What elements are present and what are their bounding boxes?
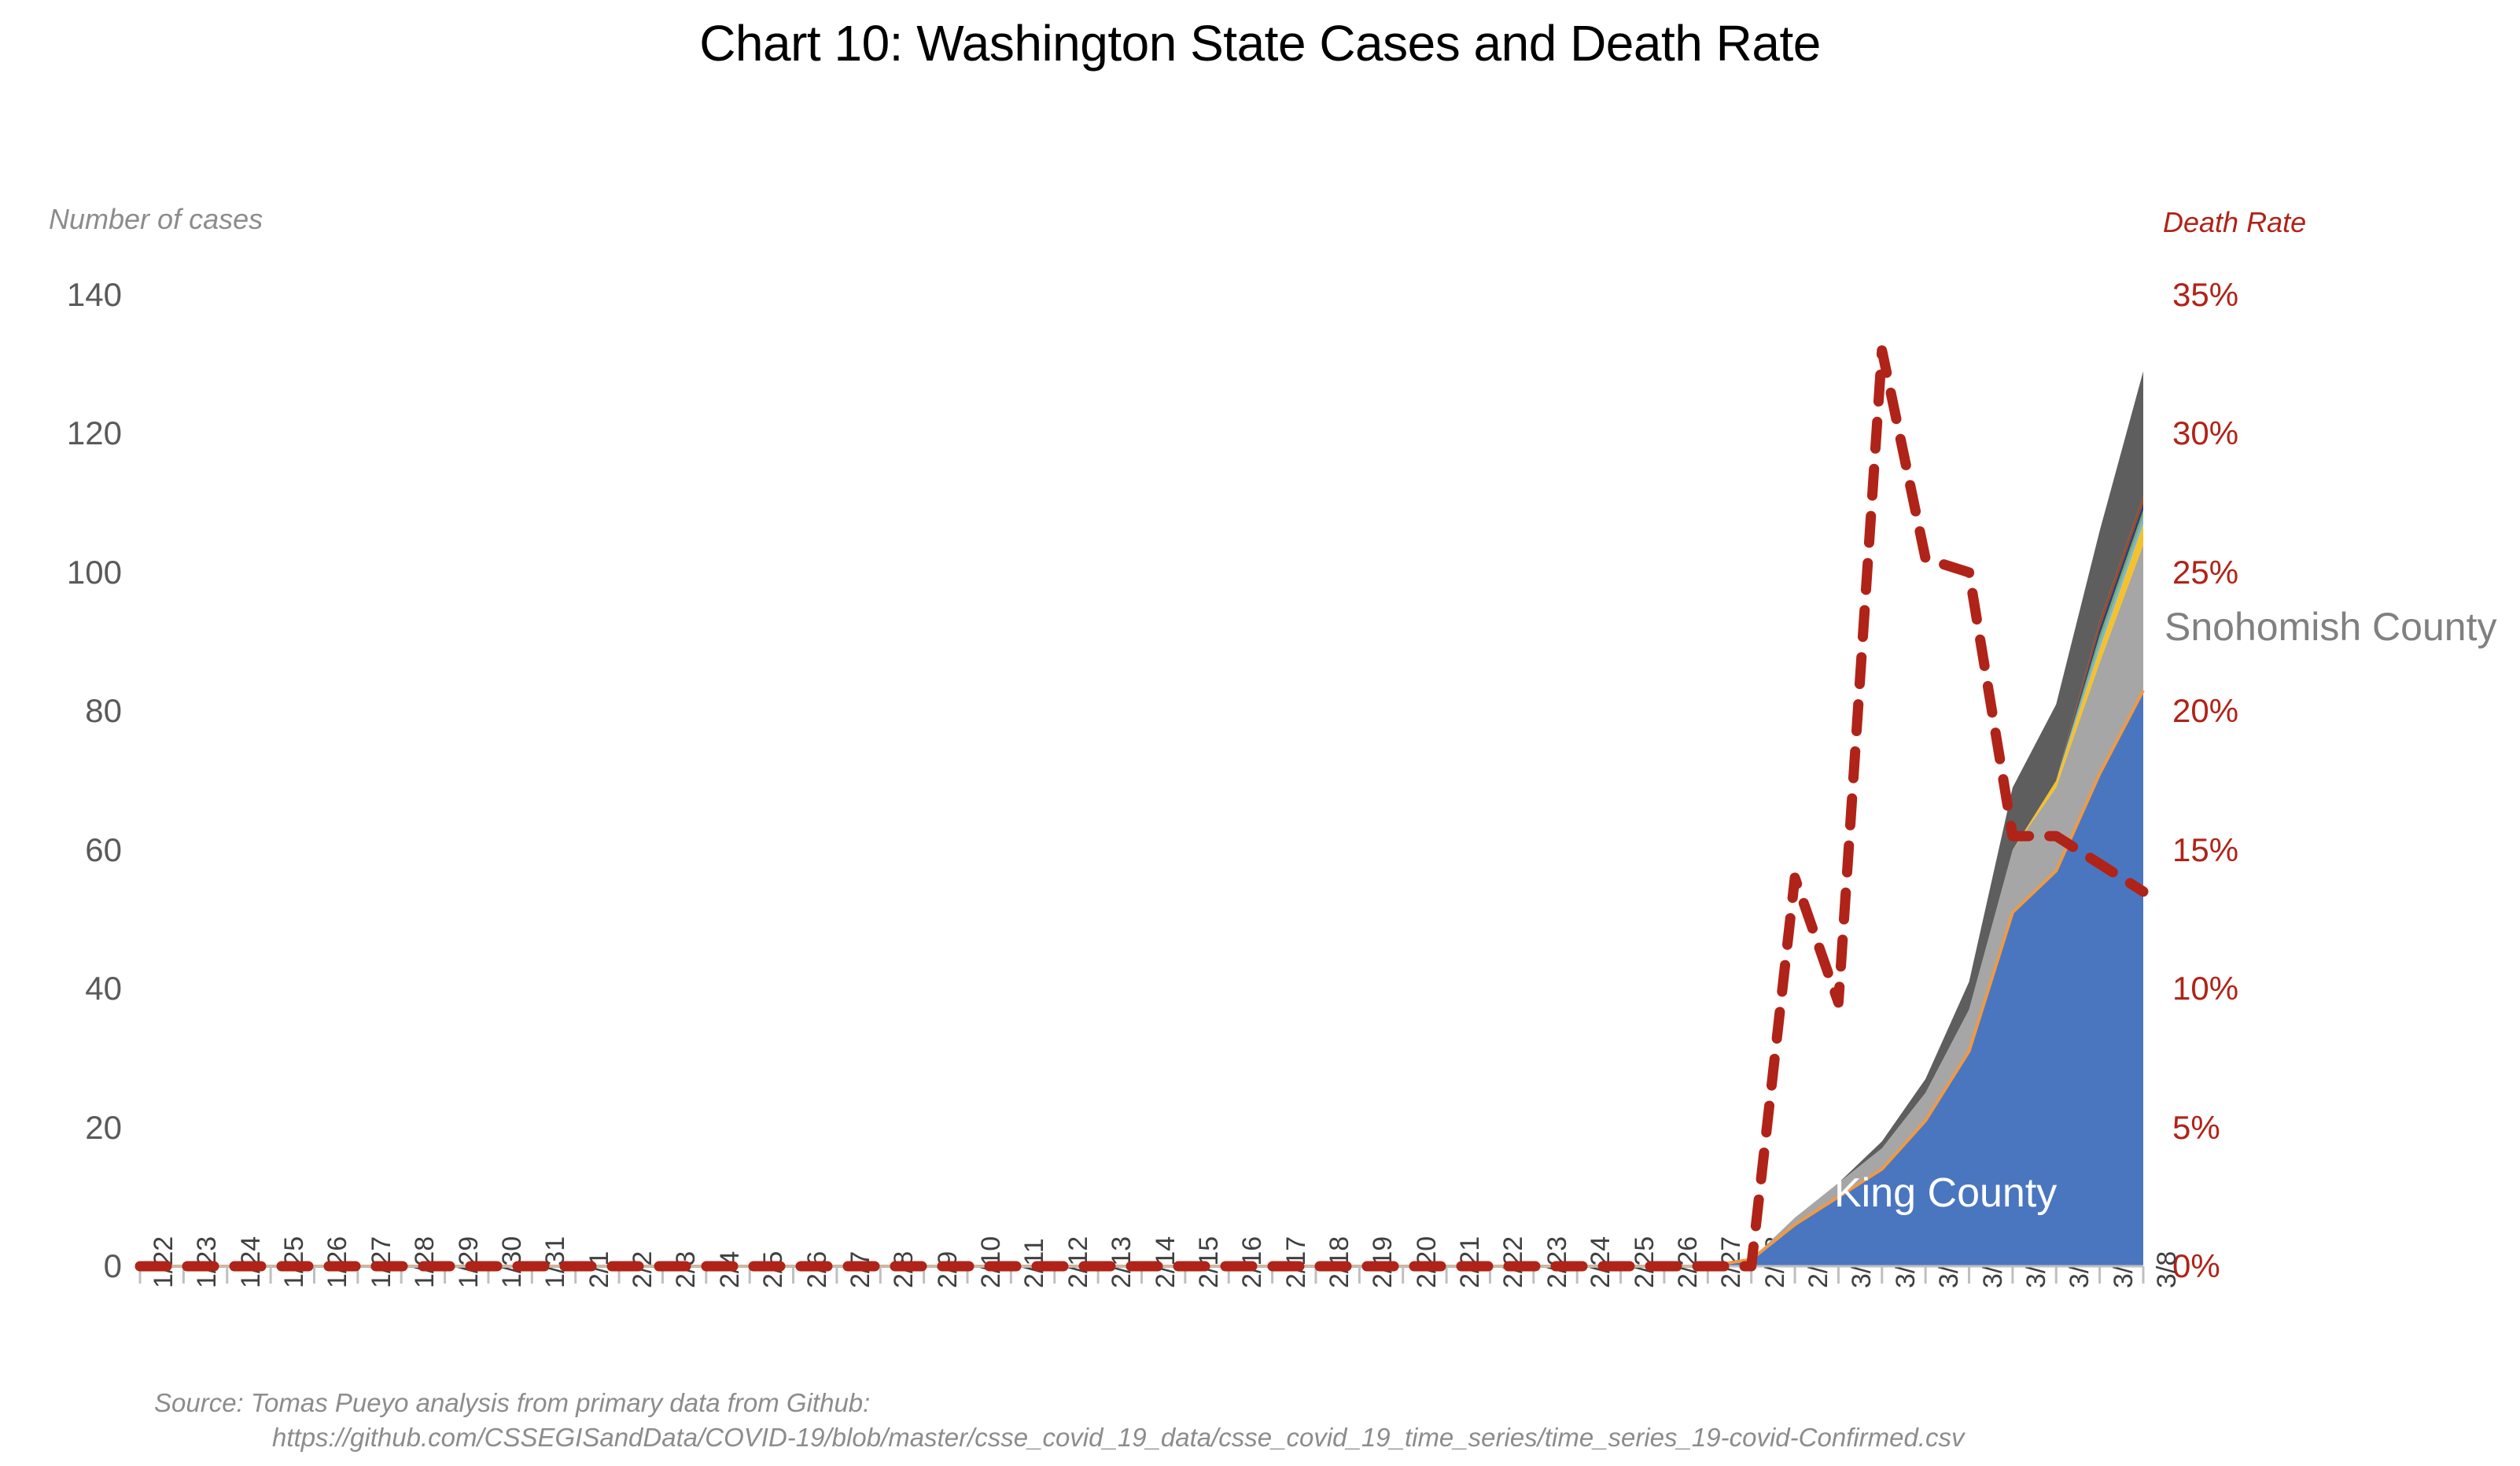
- source-line-2: https://github.com/CSSEGISandData/COVID-…: [272, 1422, 1965, 1452]
- left-axis-tick: 0: [103, 1247, 122, 1284]
- right-axis-tick: 15%: [2172, 831, 2239, 868]
- left-axis-tick-labels: 0 20 40 60 80 100 120 140: [0, 0, 122, 1466]
- series-label-king-county: King County: [1834, 1170, 2058, 1216]
- left-axis-tick: 100: [66, 553, 122, 591]
- area-dark-blue-band: [140, 503, 2143, 1266]
- left-axis-tick: 40: [85, 970, 122, 1007]
- right-axis-tick: 10%: [2172, 970, 2239, 1007]
- right-axis-tick-labels: 0% 5% 10% 15% 20% 25% 30% 35%: [2172, 0, 2306, 1466]
- source-note: Source: Tomas Pueyo analysis from primar…: [154, 1386, 1965, 1454]
- left-axis-title: Number of cases: [49, 203, 263, 235]
- right-axis-title: Death Rate: [2163, 206, 2307, 238]
- area-king-county: [140, 690, 2143, 1266]
- source-line-1: Source: Tomas Pueyo analysis from primar…: [154, 1388, 871, 1417]
- right-axis-tick: 0%: [2172, 1247, 2220, 1284]
- left-axis-tick: 20: [85, 1108, 122, 1146]
- area-snohomish-county: [140, 371, 2143, 1267]
- area-green-band: [140, 510, 2143, 1266]
- right-axis-tick: 20%: [2172, 692, 2239, 730]
- area-brown-band: [140, 495, 2143, 1266]
- left-axis-tick: 140: [66, 276, 122, 313]
- series-label-snohomish-county: Snohomish County: [2164, 605, 2497, 649]
- death-rate-line: [134, 345, 2149, 1272]
- right-axis-tick: 25%: [2172, 553, 2239, 591]
- right-axis-tick: 5%: [2172, 1108, 2220, 1146]
- page-title: Chart 10: Washington State Cases and Dea…: [699, 15, 1821, 72]
- right-axis-tick: 35%: [2172, 276, 2239, 313]
- left-axis-tick: 60: [85, 831, 122, 868]
- left-axis-tick: 80: [85, 692, 122, 730]
- right-axis-tick: 30%: [2172, 414, 2239, 452]
- left-axis-tick: 120: [66, 414, 122, 452]
